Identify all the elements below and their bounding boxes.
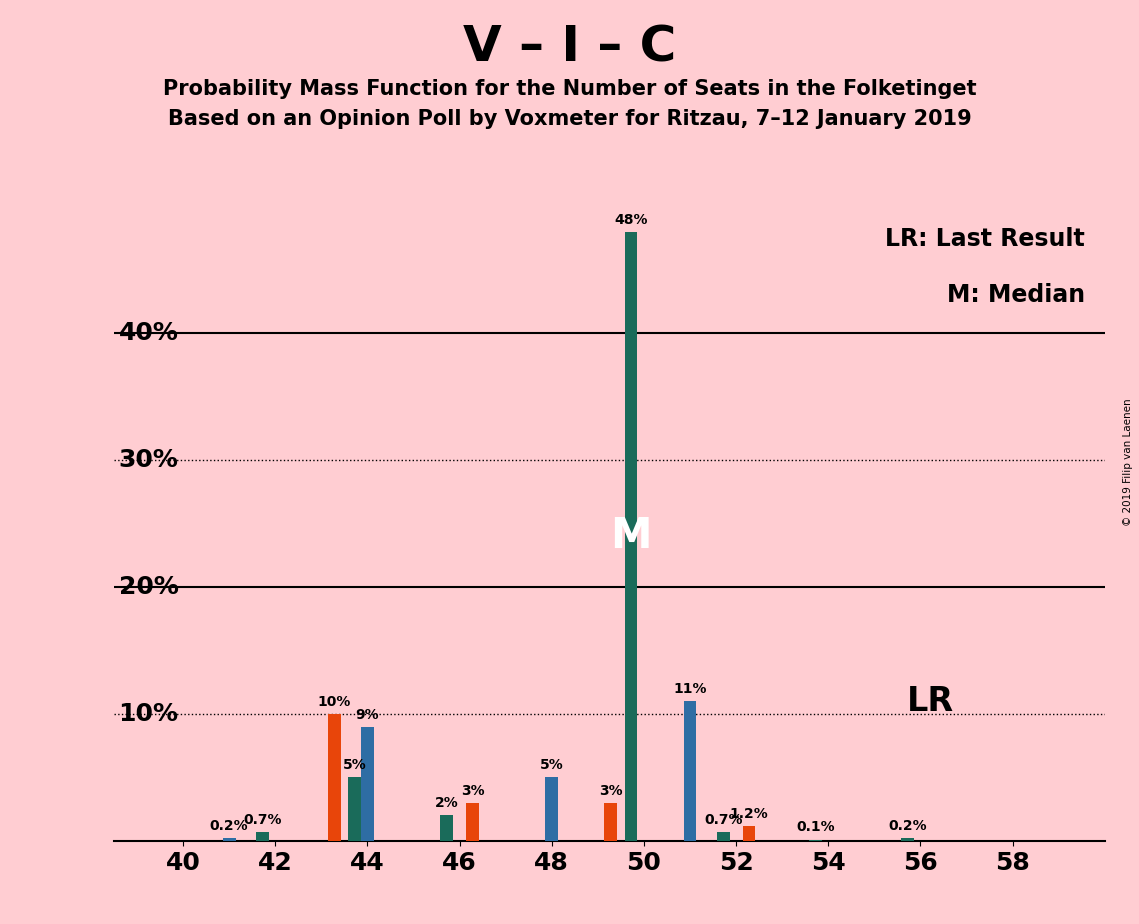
Text: 0.1%: 0.1% — [796, 821, 835, 834]
Text: © 2019 Filip van Laenen: © 2019 Filip van Laenen — [1123, 398, 1133, 526]
Bar — [605, 803, 617, 841]
Bar — [361, 726, 374, 841]
Text: 0.2%: 0.2% — [210, 820, 248, 833]
Text: 40%: 40% — [118, 322, 179, 346]
Text: 5%: 5% — [540, 759, 564, 772]
Text: M: Median: M: Median — [947, 283, 1085, 307]
Text: 2%: 2% — [435, 796, 459, 810]
Text: 9%: 9% — [355, 708, 379, 722]
Text: LR: LR — [907, 685, 953, 718]
Text: 0.7%: 0.7% — [243, 813, 281, 827]
Text: 0.7%: 0.7% — [704, 813, 743, 827]
Text: 11%: 11% — [673, 682, 707, 697]
Bar — [716, 832, 730, 841]
Text: 10%: 10% — [318, 695, 351, 709]
Text: V – I – C: V – I – C — [462, 23, 677, 71]
Text: 10%: 10% — [118, 702, 179, 726]
Text: 5%: 5% — [343, 759, 367, 772]
Text: Probability Mass Function for the Number of Seats in the Folketinget: Probability Mass Function for the Number… — [163, 79, 976, 99]
Text: 20%: 20% — [118, 575, 179, 599]
Bar — [328, 714, 341, 841]
Text: 0.2%: 0.2% — [888, 820, 927, 833]
Text: 30%: 30% — [118, 448, 179, 472]
Text: M: M — [611, 516, 652, 557]
Bar — [743, 826, 755, 841]
Text: 3%: 3% — [599, 784, 623, 797]
Bar — [624, 232, 638, 841]
Bar — [809, 840, 822, 841]
Bar — [222, 838, 236, 841]
Text: 48%: 48% — [614, 213, 648, 227]
Bar — [440, 816, 453, 841]
Bar — [466, 803, 478, 841]
Bar — [546, 777, 558, 841]
Text: LR: Last Result: LR: Last Result — [885, 227, 1085, 251]
Text: 1.2%: 1.2% — [730, 807, 769, 821]
Bar — [901, 838, 913, 841]
Bar — [349, 777, 361, 841]
Text: Based on an Opinion Poll by Voxmeter for Ritzau, 7–12 January 2019: Based on an Opinion Poll by Voxmeter for… — [167, 109, 972, 129]
Text: 3%: 3% — [460, 784, 484, 797]
Bar — [683, 701, 696, 841]
Bar — [256, 832, 269, 841]
